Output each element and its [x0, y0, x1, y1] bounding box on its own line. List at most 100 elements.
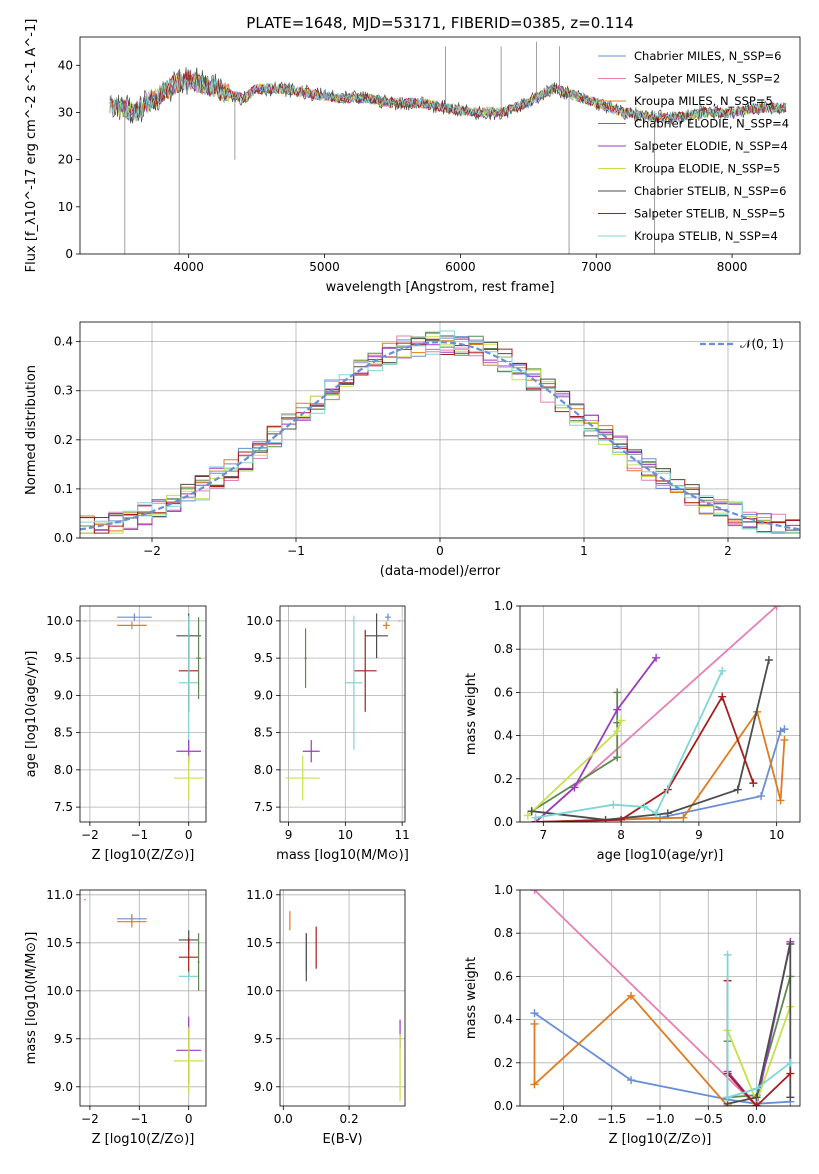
y-tick-label: 20 [58, 153, 73, 167]
y-tick-label: 0.6 [494, 685, 513, 699]
weight-line [533, 890, 758, 1106]
y-axis-label: Flux [f_λ10^-17 erg cm^-2 s^-1 A^-1] [24, 19, 39, 273]
legend-label: Salpeter MILES, N_SSP=2 [634, 72, 780, 86]
y-tick-label: 1.0 [494, 883, 513, 897]
x-tick-label: 0.0 [747, 1112, 766, 1126]
plot-area [109, 41, 787, 254]
y-tick-label: 40 [58, 58, 73, 72]
plot-frame [79, 605, 207, 823]
y-tick-label: 10 [58, 200, 73, 214]
mass-vs-ebv-panel: 0.0 0.2 9.0 9.5 10.0 10.5 11.0 E(B-V) [246, 888, 406, 1147]
x-tick-label: −1.0 [645, 1112, 674, 1126]
y-tick-label: 9.5 [54, 1032, 73, 1046]
x-axis-label: wavelength [Angstrom, rest frame] [326, 280, 555, 295]
weight-marker [530, 1019, 539, 1028]
x-axis-label: age [log10(age/yr)] [597, 848, 724, 863]
y-tick-label: 8.0 [254, 763, 273, 777]
weight-marker [772, 606, 781, 610]
weight-marker [752, 1102, 761, 1106]
y-tick-label: 8.0 [54, 763, 73, 777]
figure-title: PLATE=1648, MJD=53171, FIBERID=0385, z=0… [246, 14, 633, 32]
x-axis-label: (data-model)/error [380, 564, 501, 579]
weight-marker [627, 1076, 636, 1085]
age-vs-mass-panel: 9 10 11 7.5 8.0 8.5 9.0 9.5 10.0 mass [log10(M/M⊙… [246, 605, 410, 863]
y-axis-label: mass [log10(M/M⊙)] [24, 932, 39, 1065]
x-tick-label: 9 [695, 828, 703, 842]
y-tick-label: 0.2 [494, 1056, 513, 1070]
y-tick-label: 11.0 [46, 888, 73, 902]
weight-marker [609, 800, 618, 809]
y-tick-label: 7.5 [254, 800, 273, 814]
age-vs-metallicity-panel: −2 −1 0 7.5 8.0 8.5 9.0 9.5 10.0 Z [log10(Z/Z⊙)] a… [24, 605, 207, 863]
x-tick-label: −1.5 [597, 1112, 626, 1126]
weight-marker [527, 807, 536, 816]
y-tick-label: 8.5 [54, 726, 73, 740]
weight-marker [640, 802, 649, 811]
weight-marker [570, 783, 579, 792]
weight-line [533, 994, 757, 1106]
weight-marker [786, 940, 795, 948]
x-tick-label: −2 [81, 828, 99, 842]
x-tick-label: 7000 [581, 260, 612, 274]
y-tick-label: 10.5 [46, 936, 73, 950]
weight-marker [786, 1058, 795, 1067]
normal-curve [80, 341, 800, 531]
weight-line [531, 659, 770, 821]
plot-frame [279, 605, 406, 823]
y-tick-label: 0.2 [494, 772, 513, 786]
y-tick-label: 0.3 [54, 384, 73, 398]
weight-marker [652, 653, 661, 662]
y-tick-label: 8.5 [254, 726, 273, 740]
weight-marker [752, 1093, 761, 1102]
plot-area [289, 911, 401, 1102]
weight-line [726, 976, 792, 1099]
weight-marker [718, 692, 727, 701]
x-tick-label: 0 [185, 1112, 193, 1126]
weight-marker [723, 1093, 732, 1102]
weight-marker [627, 991, 636, 1000]
weight-marker [780, 735, 789, 744]
plot-area [523, 606, 789, 822]
plot-frame [79, 321, 801, 539]
weight-marker [679, 813, 688, 822]
plot-area [80, 330, 800, 534]
x-tick-label: −1 [287, 544, 305, 558]
weight-marker [617, 716, 626, 725]
y-tick-label: 10.0 [246, 984, 273, 998]
legend-label: Kroupa ELODIE, N_SSP=5 [634, 162, 780, 176]
weight-line [726, 954, 791, 1099]
x-tick-label: −0.5 [694, 1112, 723, 1126]
weight-marker [764, 656, 773, 664]
x-tick-label: 10 [769, 828, 784, 842]
weight-vs-metallicity-panel: −2.0 −1.5 −1.0 −0.5 0.0 0.0 0.2 0.4 0.6 0.8 1.0 Z [… [464, 883, 801, 1147]
x-axis-label: mass [log10(M/M⊙)] [276, 848, 409, 863]
y-tick-label: 9.0 [254, 688, 273, 702]
y-tick-label: 9.5 [254, 651, 273, 665]
plot-area [83, 898, 204, 1095]
y-tick-label: 0.2 [54, 433, 73, 447]
legend-label: Salpeter ELODIE, N_SSP=4 [634, 139, 788, 153]
x-tick-label: 9 [285, 828, 293, 842]
x-tick-label: 7 [540, 828, 548, 842]
weight-marker [530, 1080, 539, 1089]
x-axis-label: Z [log10(Z/Z⊙)] [609, 1132, 712, 1147]
x-tick-label: 8 [617, 828, 625, 842]
mass-vs-metallicity-panel: −2 −1 0 9.0 9.5 10.0 10.5 11.0 Z [log10(Z/Z⊙)] ma… [24, 888, 207, 1147]
y-tick-label: 7.5 [54, 800, 73, 814]
x-axis-label: Z [log10(Z/Z⊙)] [92, 848, 195, 863]
y-tick-label: 1.0 [494, 599, 513, 613]
y-tick-label: 10.0 [246, 614, 273, 628]
legend-label: Salpeter STELIB, N_SSP=5 [634, 207, 785, 221]
y-tick-label: 30 [58, 105, 73, 119]
plot-frame [79, 889, 207, 1107]
y-tick-label: 10.0 [46, 984, 73, 998]
y-axis-label: Normed distribution [24, 365, 39, 495]
weight-marker [530, 1009, 539, 1018]
weight-line [531, 692, 619, 812]
weight-marker [523, 811, 532, 820]
y-tick-label: 0 [65, 247, 73, 261]
x-tick-label: −1 [130, 1112, 148, 1126]
weight-marker [786, 1093, 795, 1102]
y-tick-label: 0.4 [494, 1013, 513, 1027]
plot-area [530, 890, 795, 1106]
